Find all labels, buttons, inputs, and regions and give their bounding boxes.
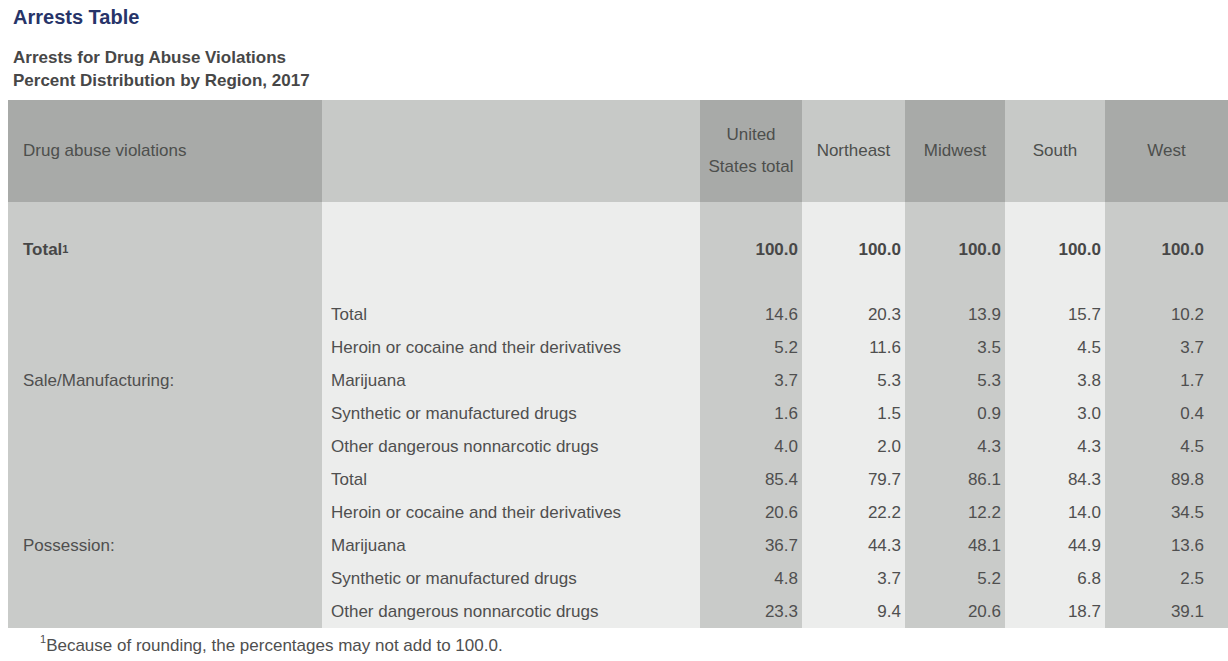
value-cell: 12.2 (905, 496, 1005, 529)
group-label-possession: Possession: (8, 463, 322, 628)
value-cell: 100.0 (700, 202, 802, 298)
value-cell: 4.8 (700, 562, 802, 595)
value-cell: 100.0 (802, 202, 905, 298)
value-cell: 89.8 (1105, 463, 1228, 496)
page-title: Arrests Table (13, 6, 1228, 29)
arrests-table: Drug abuse violations United States tota… (8, 100, 1228, 628)
value-cell: 84.3 (1005, 463, 1105, 496)
value-cell: 20.6 (905, 595, 1005, 628)
value-cell: 18.7 (1005, 595, 1105, 628)
value-cell: 14.0 (1005, 496, 1105, 529)
value-cell: 4.3 (905, 430, 1005, 463)
row-label: Other dangerous nonnarcotic drugs (322, 430, 700, 463)
column-header-northeast: Northeast (802, 100, 905, 202)
total-label: Total (23, 240, 62, 260)
value-cell: 34.5 (1105, 496, 1228, 529)
value-cell: 79.7 (802, 463, 905, 496)
row-label: Total (322, 298, 700, 331)
value-cell: 0.4 (1105, 397, 1228, 430)
value-cell: 22.2 (802, 496, 905, 529)
value-cell: 15.7 (1005, 298, 1105, 331)
row-label: Other dangerous nonnarcotic drugs (322, 595, 700, 628)
value-cell: 3.7 (700, 364, 802, 397)
value-cell: 3.5 (905, 331, 1005, 364)
column-header-drug-abuse-violations: Drug abuse violations (8, 100, 322, 202)
row-label: Marijuana (322, 364, 700, 397)
value-cell: 3.7 (802, 562, 905, 595)
column-header-spacer (322, 100, 700, 202)
value-cell: 14.6 (700, 298, 802, 331)
value-cell: 23.3 (700, 595, 802, 628)
value-cell: 13.6 (1105, 529, 1228, 562)
value-cell: 20.6 (700, 496, 802, 529)
value-cell: 5.2 (700, 331, 802, 364)
column-header-midwest: Midwest (905, 100, 1005, 202)
column-header-south: South (1005, 100, 1105, 202)
value-cell: 44.9 (1005, 529, 1105, 562)
value-cell: 1.7 (1105, 364, 1228, 397)
value-cell: 6.8 (1005, 562, 1105, 595)
value-cell: 4.5 (1105, 430, 1228, 463)
value-cell: 3.0 (1005, 397, 1105, 430)
row-label: Synthetic or manufactured drugs (322, 397, 700, 430)
value-cell: 5.2 (905, 562, 1005, 595)
group-label-sale-manufacturing: Sale/Manufacturing: (8, 298, 322, 463)
footnote-marker: 1 (40, 633, 46, 645)
spacer-cell (322, 202, 700, 298)
value-cell: 2.0 (802, 430, 905, 463)
value-cell: 5.3 (802, 364, 905, 397)
arrests-page: Arrests Table Arrests for Drug Abuse Vio… (0, 0, 1228, 657)
footnote-text: Because of rounding, the percentages may… (46, 636, 503, 655)
row-label: Heroin or cocaine and their derivatives (322, 331, 700, 364)
value-cell: 5.3 (905, 364, 1005, 397)
value-cell: 2.5 (1105, 562, 1228, 595)
value-cell: 100.0 (905, 202, 1005, 298)
row-label: Marijuana (322, 529, 700, 562)
table-caption: Arrests for Drug Abuse Violations Percen… (13, 46, 1228, 92)
value-cell: 4.5 (1005, 331, 1105, 364)
value-cell: 100.0 (1005, 202, 1105, 298)
value-cell: 13.9 (905, 298, 1005, 331)
value-cell: 86.1 (905, 463, 1005, 496)
value-cell: 85.4 (700, 463, 802, 496)
value-cell: 1.6 (700, 397, 802, 430)
row-label: Heroin or cocaine and their derivatives (322, 496, 700, 529)
value-cell: 48.1 (905, 529, 1005, 562)
value-cell: 9.4 (802, 595, 905, 628)
value-cell: 10.2 (1105, 298, 1228, 331)
value-cell: 3.7 (1105, 331, 1228, 364)
column-header-west: West (1105, 100, 1228, 202)
value-cell: 20.3 (802, 298, 905, 331)
table-caption-line2: Percent Distribution by Region, 2017 (13, 69, 1228, 92)
row-label-total: Total1 (8, 202, 322, 298)
value-cell: 11.6 (802, 331, 905, 364)
value-cell: 4.0 (700, 430, 802, 463)
value-cell: 36.7 (700, 529, 802, 562)
row-label: Total (322, 463, 700, 496)
value-cell: 39.1 (1105, 595, 1228, 628)
value-cell: 1.5 (802, 397, 905, 430)
table-caption-line1: Arrests for Drug Abuse Violations (13, 46, 1228, 69)
value-cell: 4.3 (1005, 430, 1105, 463)
column-header-us-total: United States total (700, 100, 802, 202)
footnote: 1Because of rounding, the percentages ma… (40, 635, 1228, 657)
row-label: Synthetic or manufactured drugs (322, 562, 700, 595)
value-cell: 3.8 (1005, 364, 1105, 397)
value-cell: 0.9 (905, 397, 1005, 430)
value-cell: 44.3 (802, 529, 905, 562)
value-cell: 100.0 (1105, 202, 1228, 298)
